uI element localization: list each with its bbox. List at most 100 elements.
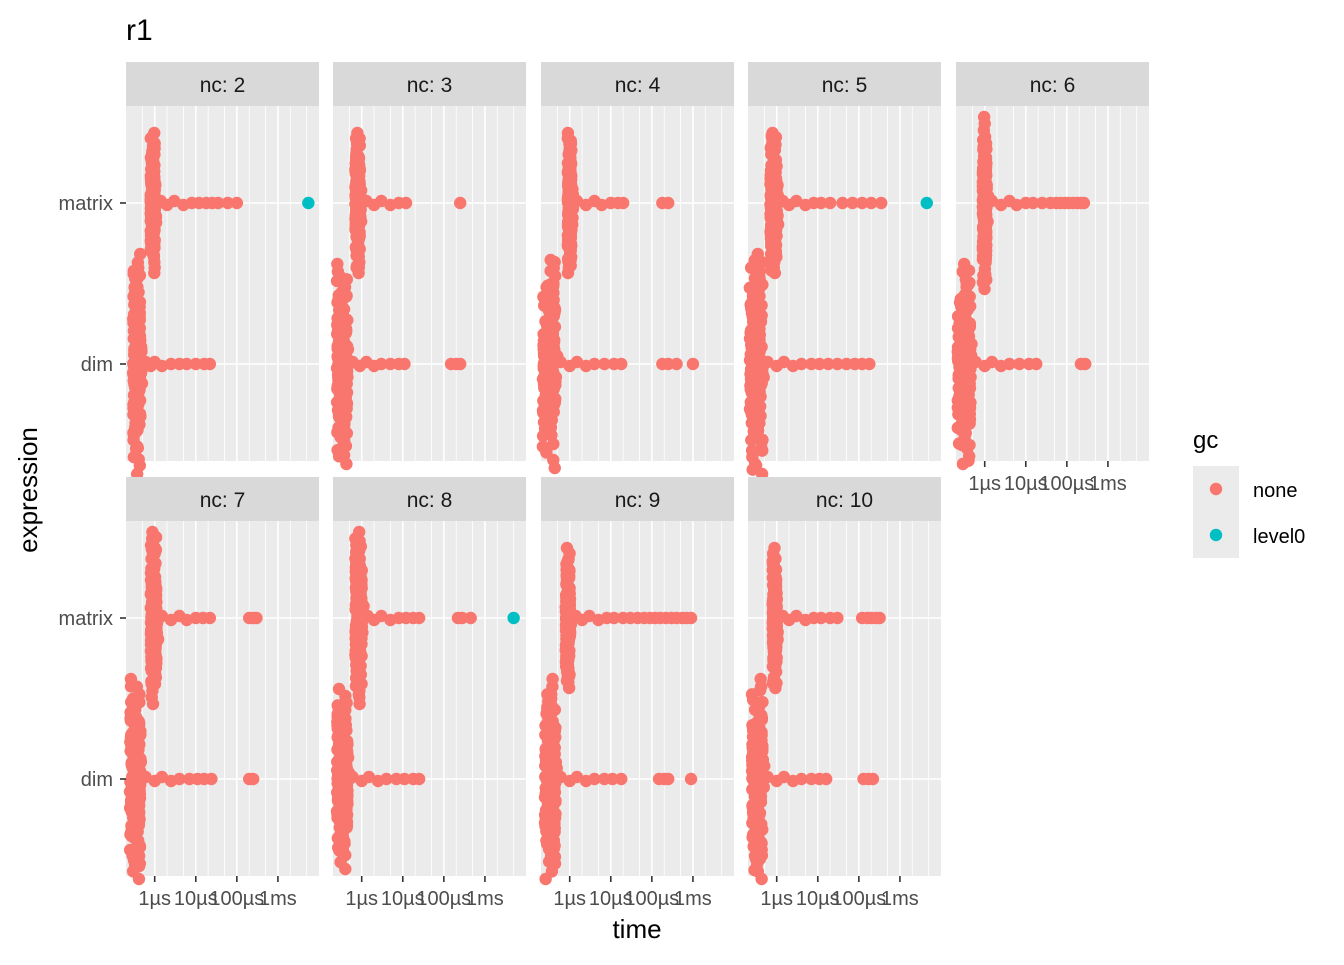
- data-point-dim: [751, 375, 764, 388]
- data-point-dim: [340, 724, 353, 737]
- data-point-dim: [822, 357, 835, 371]
- x-axis-tick-label: 100µs: [209, 888, 264, 910]
- facet-strip-label: nc: 10: [816, 489, 873, 512]
- data-point-dim: [953, 344, 966, 358]
- chart-title: r1: [126, 14, 153, 47]
- data-point-dim: [538, 299, 551, 312]
- data-point-dim: [538, 397, 551, 411]
- data-point-dim: [133, 367, 147, 381]
- y-axis-tick-label: matrix: [59, 608, 113, 630]
- data-point-matrix: [148, 266, 161, 280]
- data-point-matrix: [146, 697, 160, 711]
- data-point-dim: [332, 450, 346, 463]
- data-point-dim: [615, 772, 628, 786]
- y-axis-title: expression: [13, 427, 43, 553]
- data-point-matrix: [412, 611, 426, 625]
- x-axis-tick-label: 100µs: [831, 888, 886, 910]
- facet-strip-label: nc: 7: [200, 489, 246, 512]
- data-point-dim: [132, 872, 146, 886]
- data-point-dim: [745, 307, 759, 320]
- data-point-matrix: [561, 266, 575, 280]
- data-point-dim: [745, 688, 759, 701]
- data-point-matrix: [836, 196, 849, 210]
- legend-key-none: [1209, 482, 1223, 496]
- data-point-matrix: [873, 611, 886, 625]
- data-point-matrix: [250, 611, 263, 625]
- facet-strip: [748, 477, 941, 521]
- x-axis-title: time: [612, 914, 661, 944]
- data-point-dim: [1079, 357, 1092, 371]
- data-point-matrix: [565, 209, 578, 223]
- data-point-matrix: [865, 196, 878, 210]
- facet-strip: [541, 477, 734, 521]
- data-point-matrix: [560, 599, 573, 613]
- data-point-dim: [831, 357, 844, 371]
- legend-title: gc: [1193, 427, 1218, 454]
- data-point-matrix: [230, 196, 244, 210]
- data-point-matrix: [562, 629, 575, 642]
- facet-strip-label: nc: 3: [407, 74, 453, 97]
- facet-strip: [541, 62, 734, 106]
- data-point-dim: [955, 359, 968, 373]
- data-point-dim: [606, 772, 619, 786]
- data-point-dim: [753, 340, 767, 353]
- facet-panel: nc: 5: [743, 62, 941, 481]
- data-point-dim: [412, 772, 426, 786]
- data-point-dim: [130, 755, 144, 769]
- data-point-matrix: [978, 282, 991, 296]
- data-point-dim: [598, 357, 611, 371]
- x-axis-tick-label: 100µs: [1039, 473, 1094, 495]
- data-point-matrix: [147, 595, 160, 609]
- data-point-level0: [507, 611, 520, 625]
- data-point-dim: [588, 772, 601, 786]
- facet-strip-label: nc: 8: [407, 489, 453, 512]
- data-point-matrix: [980, 178, 993, 192]
- data-point-dim: [795, 357, 808, 371]
- data-point-dim: [540, 445, 553, 459]
- x-axis-tick-label: 1ms: [1089, 473, 1127, 495]
- x-axis-tick-label: 100µs: [416, 888, 471, 910]
- data-point-dim: [588, 357, 601, 371]
- data-point-dim: [547, 786, 561, 799]
- data-point-dim: [753, 400, 767, 413]
- data-point-matrix: [211, 196, 225, 210]
- data-point-dim: [749, 355, 763, 369]
- x-axis-tick-label: 10µs: [381, 888, 425, 910]
- data-point-matrix: [768, 266, 782, 280]
- data-point-dim: [331, 731, 344, 744]
- data-point-dim: [375, 357, 388, 371]
- data-point-dim: [1030, 357, 1043, 371]
- data-point-dim: [543, 769, 556, 783]
- data-point-dim: [380, 772, 393, 786]
- data-point-dim: [337, 379, 350, 392]
- x-axis-tick-label: 100µs: [624, 888, 679, 910]
- x-axis-tick-label: 1ms: [259, 888, 297, 910]
- x-axis-tick-label: 1µs: [760, 888, 793, 910]
- facet-strip-label: nc: 9: [615, 489, 661, 512]
- data-point-matrix: [353, 697, 366, 711]
- facet-strip-label: nc: 6: [1030, 74, 1076, 97]
- data-point-dim: [203, 357, 217, 371]
- facet-strip: [956, 62, 1149, 106]
- data-point-dim: [813, 357, 826, 371]
- legend-key-background: [1193, 466, 1239, 558]
- data-point-dim: [965, 337, 978, 351]
- data-point-dim: [745, 433, 758, 447]
- data-point-matrix: [875, 196, 888, 210]
- data-point-matrix: [454, 196, 467, 210]
- data-point-dim: [1003, 357, 1016, 371]
- data-point-dim: [134, 340, 148, 353]
- data-point-matrix: [355, 624, 368, 637]
- data-point-dim: [755, 442, 768, 455]
- data-point-matrix: [149, 209, 162, 222]
- data-point-dim: [454, 357, 467, 371]
- data-point-dim: [1013, 357, 1026, 371]
- data-point-dim: [130, 780, 143, 793]
- data-point-dim: [131, 794, 145, 808]
- data-point-dim: [795, 772, 808, 786]
- legend-label: level0: [1253, 526, 1305, 548]
